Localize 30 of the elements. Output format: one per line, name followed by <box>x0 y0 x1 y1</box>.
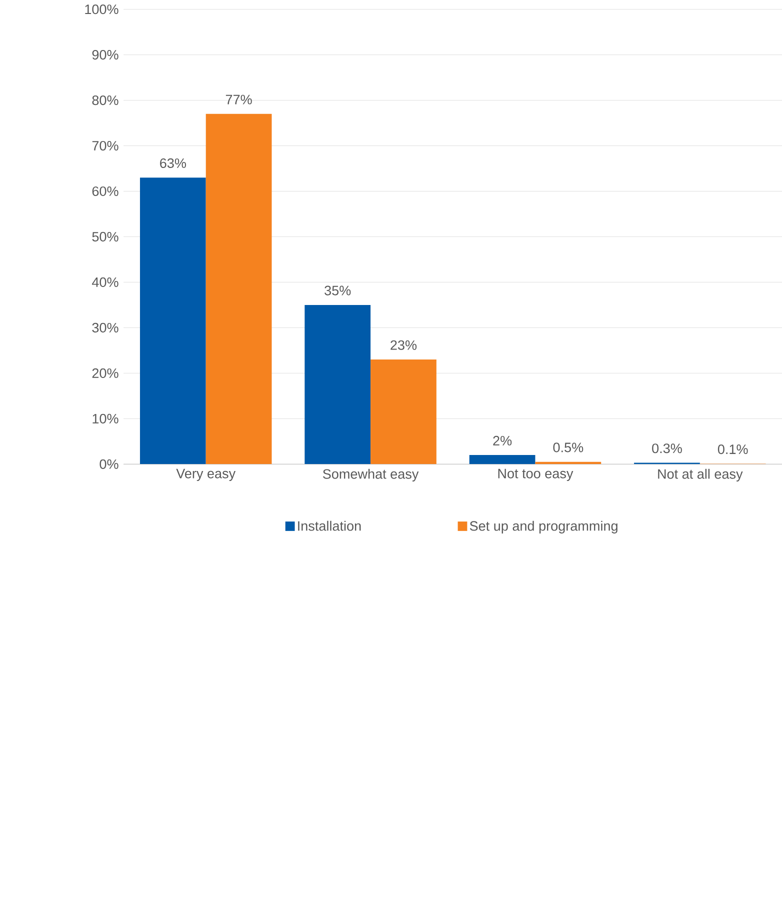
x-tick-label: Not too easy <box>498 468 573 481</box>
y-tick-label: 30% <box>92 322 118 332</box>
data-label: 2% <box>492 436 512 446</box>
y-tick-label: 50% <box>92 232 118 242</box>
y-tick-label: 100% <box>84 4 118 14</box>
x-tick-label: Not at all easy <box>658 468 743 482</box>
data-label: 23% <box>390 340 416 350</box>
bar <box>469 455 536 464</box>
data-label: 35% <box>324 286 350 296</box>
data-label: 77% <box>226 94 252 104</box>
y-tick-label: 40% <box>92 277 118 288</box>
x-tick-label: Somewhat easy <box>322 468 418 482</box>
y-tick-label: 20% <box>92 368 118 378</box>
y-tick-label: 60% <box>92 186 118 196</box>
data-label: 0.1% <box>718 444 748 454</box>
y-tick-label: 70% <box>92 140 118 151</box>
y-tick-label: 0% <box>100 459 118 469</box>
data-label: 0.5% <box>553 442 583 452</box>
bar <box>304 304 370 464</box>
bar <box>370 360 436 464</box>
x-tick-label: Very easy <box>176 468 236 481</box>
y-tick-label: 10% <box>92 414 118 424</box>
bar <box>140 178 206 464</box>
y-tick-label: 90% <box>92 50 118 60</box>
bar <box>206 114 272 464</box>
data-label: 63% <box>160 158 186 168</box>
legend-label: Set up and programming <box>470 520 618 534</box>
data-label: 0.3% <box>652 444 682 454</box>
y-tick-label: 80% <box>92 95 118 106</box>
legend-label: Installation <box>298 520 360 531</box>
